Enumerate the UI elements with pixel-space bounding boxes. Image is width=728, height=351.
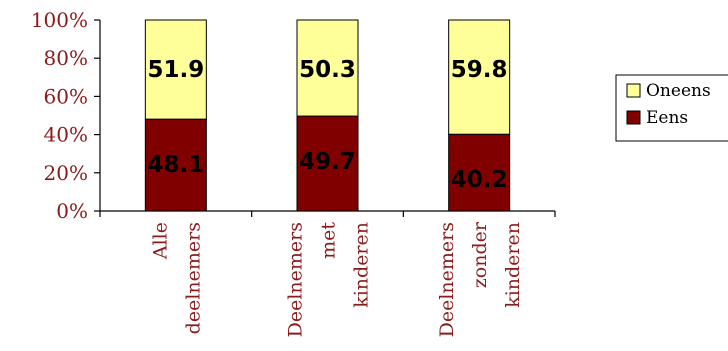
- category-label-line: zonder: [469, 221, 491, 288]
- category-label: Deelnemers met kinderen: [285, 222, 373, 338]
- bars: 48.1 51.9 49.7 50.3 40.2 59.8: [144, 19, 511, 212]
- y-tick-label: 20%: [44, 161, 88, 185]
- data-label: 59.8: [451, 57, 508, 83]
- y-tick-label: 60%: [44, 84, 88, 108]
- y-tick-label: 80%: [44, 46, 88, 70]
- bar-segment-oneens: [448, 19, 511, 135]
- y-tick-label: 40%: [44, 123, 88, 147]
- data-label: 51.9: [147, 57, 204, 83]
- legend-label: Oneens: [646, 81, 711, 101]
- y-tick-label: 0%: [56, 199, 88, 223]
- category-label-line: Deelnemers: [436, 222, 458, 337]
- category-label-line: kinderen: [351, 222, 373, 308]
- y-axis: 0% 20% 40% 60% 80% 100%: [31, 8, 101, 223]
- y-tick-label: 100%: [31, 8, 88, 32]
- category-label-line: kinderen: [502, 222, 524, 308]
- category-label-line: deelnemers: [182, 222, 204, 334]
- legend-label: Eens: [646, 108, 688, 128]
- data-label: 40.2: [451, 167, 508, 193]
- category-label-line: met: [318, 222, 340, 259]
- bar-segment-eens: [448, 133, 511, 212]
- category-label: Alle deelnemers: [149, 222, 204, 334]
- bar-segment-oneens: [296, 19, 359, 117]
- legend-swatch-eens: [626, 110, 641, 125]
- data-label: 50.3: [299, 57, 356, 83]
- legend-swatch-oneens: [626, 83, 641, 98]
- data-label: 49.7: [299, 149, 356, 175]
- category-label: Deelnemers zonder kinderen: [436, 221, 524, 337]
- bar-segment-eens: [144, 118, 207, 212]
- x-axis: [99, 210, 556, 217]
- category-labels: Alle deelnemers Deelnemers met kinderen Deeln…: [149, 221, 524, 337]
- category-label-line: Deelnemers: [285, 222, 307, 337]
- data-label: 48.1: [147, 152, 204, 178]
- legend: Oneens Eens: [615, 74, 728, 142]
- category-label-line: Alle: [149, 222, 171, 260]
- bar-segment-oneens: [144, 19, 207, 120]
